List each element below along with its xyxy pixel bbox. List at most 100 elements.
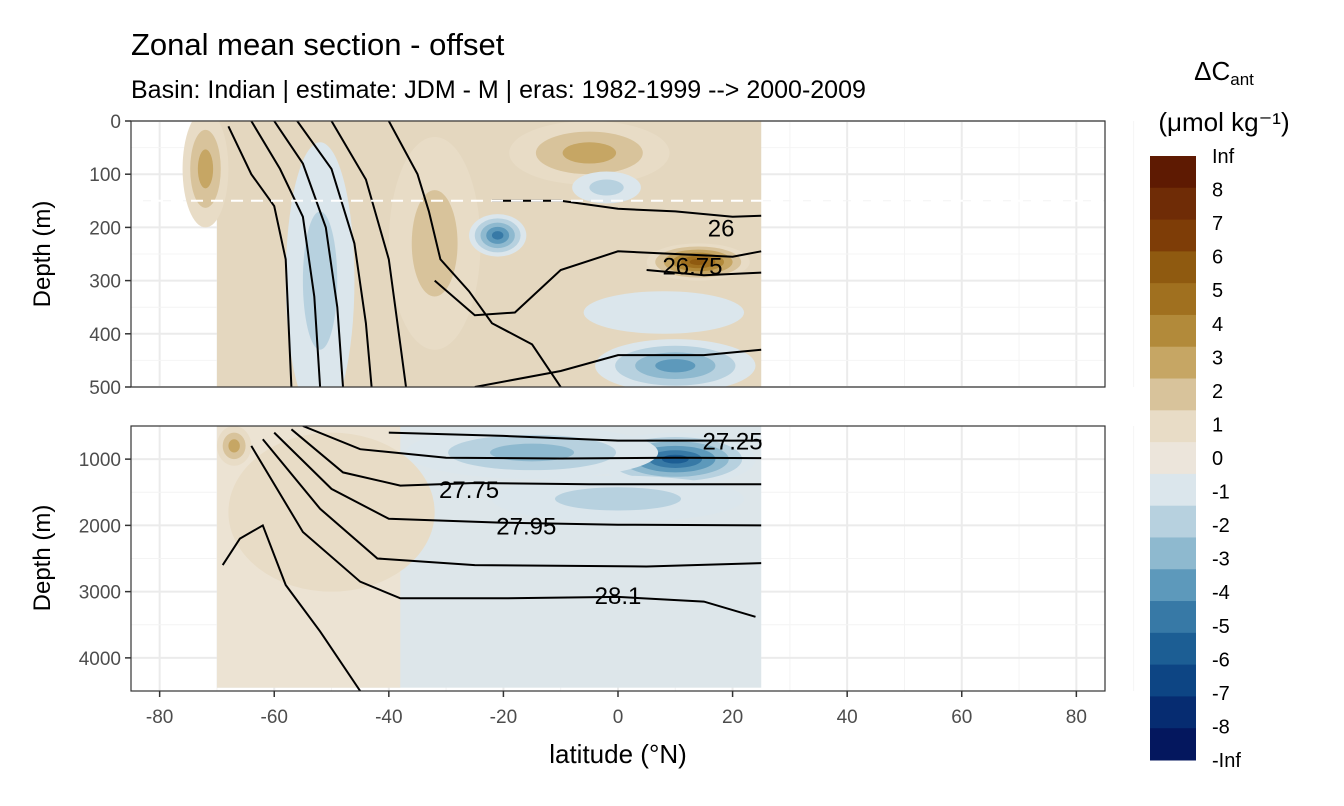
isopycnal-line <box>273 431 762 527</box>
legend-label: -6 <box>1212 649 1230 671</box>
legend-label: 5 <box>1212 280 1223 302</box>
legend-label: -1 <box>1212 482 1230 504</box>
legend-swatch <box>1150 283 1196 316</box>
isopycnal-line <box>273 121 344 387</box>
isopycnal-label: 28.1 <box>595 583 642 610</box>
panel-lower-contours: 27.25 27.75 27.95 28.1 <box>221 426 763 691</box>
legend-label: -8 <box>1212 716 1230 738</box>
x-axis-label: latitude (°N) <box>549 739 687 769</box>
isopycnal-line <box>221 523 362 691</box>
legend-label: -3 <box>1212 549 1230 571</box>
x-tick-label: -20 <box>490 707 517 728</box>
legend-swatch <box>1150 537 1196 570</box>
y-tick-label: 300 <box>89 272 121 293</box>
panel-lower-y-axis: 1000 2000 3000 4000 <box>79 450 131 670</box>
legend-swatch <box>1150 314 1196 348</box>
x-tick-label: 80 <box>1066 707 1087 728</box>
isopycnal-label: 27.75 <box>439 477 499 504</box>
isopycnal-line <box>330 121 407 387</box>
legend-swatch <box>1150 156 1196 189</box>
isopycnal-line <box>250 121 322 387</box>
y-tick-label: 500 <box>89 378 121 399</box>
legend-swatch <box>1150 569 1196 602</box>
y-tick-label: 200 <box>89 218 121 239</box>
legend-title: ΔCant <box>1194 56 1254 89</box>
field-mask-west <box>131 426 217 691</box>
x-tick-label: 20 <box>722 707 743 728</box>
isopycnal-line <box>387 121 562 387</box>
field-cell <box>589 179 624 196</box>
x-axis: -80 -60 -40 -20 0 20 40 60 80 <box>146 691 1087 728</box>
isopycnal-line <box>646 269 762 277</box>
legend-label: 6 <box>1212 247 1223 269</box>
y-axis-label-upper: Depth (m) <box>29 201 56 308</box>
y-tick-label: 4000 <box>79 649 121 670</box>
legend-label: -4 <box>1212 582 1230 604</box>
legend-label: 4 <box>1212 314 1223 336</box>
legend-label: 1 <box>1212 414 1223 436</box>
y-tick-label: 0 <box>110 112 121 133</box>
x-tick-label: -60 <box>261 707 288 728</box>
isopycnal-line <box>296 121 373 387</box>
chart-title: Zonal mean section - offset <box>131 27 505 62</box>
isopycnal-label: 27.95 <box>496 513 556 540</box>
y-tick-label: 400 <box>89 325 121 346</box>
x-tick-label: -80 <box>146 707 173 728</box>
legend-label: 8 <box>1212 180 1223 202</box>
y-tick-label: 2000 <box>79 516 121 537</box>
field-cell <box>228 439 240 453</box>
legend: ΔCant (μmol kg⁻¹) Inf 8 7 6 5 4 3 2 1 0 -1 -2 -3 -4 -5… <box>1150 56 1290 772</box>
isopycnal-line <box>227 125 293 387</box>
isopycnal-line <box>262 438 762 568</box>
isopycnal-line <box>302 426 762 460</box>
legend-swatch <box>1150 505 1196 538</box>
legend-label: 2 <box>1212 381 1223 403</box>
isopycnal-label: 26.75 <box>662 254 722 281</box>
legend-label: 3 <box>1212 347 1223 369</box>
field-cell <box>583 291 745 334</box>
legend-swatch <box>1150 378 1196 411</box>
field-cell <box>554 487 682 511</box>
legend-swatch <box>1150 251 1196 284</box>
legend-swatch <box>1150 696 1196 729</box>
legend-label: 7 <box>1212 213 1223 235</box>
legend-swatch <box>1150 442 1196 475</box>
y-tick-label: 3000 <box>79 583 121 604</box>
isopycnal-line <box>434 250 762 317</box>
x-tick-label: 60 <box>951 707 972 728</box>
field-mask-west <box>131 121 217 387</box>
legend-label: -7 <box>1212 683 1230 705</box>
field-cell <box>661 454 689 464</box>
isopycnal-line <box>250 445 756 618</box>
legend-swatch <box>1150 632 1196 666</box>
field-cell <box>411 190 458 297</box>
field-cell <box>689 258 707 266</box>
y-tick-label: 1000 <box>79 450 121 471</box>
field-cell <box>655 359 696 373</box>
legend-units: (μmol kg⁻¹) <box>1158 107 1289 137</box>
isopycnal-line <box>388 431 762 442</box>
panel-lower: 27.25 27.75 27.95 28.1 1000 2000 3000 4000 <box>79 425 1135 692</box>
panel-upper-border <box>130 120 1106 388</box>
isopycnal-label: 27.25 <box>703 429 763 456</box>
x-tick-label: -40 <box>375 707 402 728</box>
panel-upper-contours: 26 26.75 <box>227 121 762 387</box>
legend-swatch <box>1150 664 1196 697</box>
field-cell <box>490 443 575 462</box>
legend-swatch <box>1150 346 1196 380</box>
legend-swatch <box>1150 219 1196 252</box>
x-tick-label: 40 <box>837 707 858 728</box>
panel-upper-y-axis: 0 100 200 300 400 500 <box>89 112 131 399</box>
panel-upper: 26 26.75 0 100 200 300 400 500 <box>89 112 1135 399</box>
field-cell <box>562 142 617 164</box>
legend-swatch <box>1150 410 1196 443</box>
chart-subtitle: Basin: Indian | estimate: JDM - M | eras… <box>131 76 866 104</box>
legend-label: -Inf <box>1212 750 1241 772</box>
isopycnal-line <box>492 199 762 218</box>
legend-label: -5 <box>1212 616 1230 638</box>
field-cell <box>491 231 504 240</box>
legend-swatch <box>1150 187 1196 221</box>
legend-swatch <box>1150 728 1196 761</box>
legend-swatch <box>1150 473 1196 507</box>
